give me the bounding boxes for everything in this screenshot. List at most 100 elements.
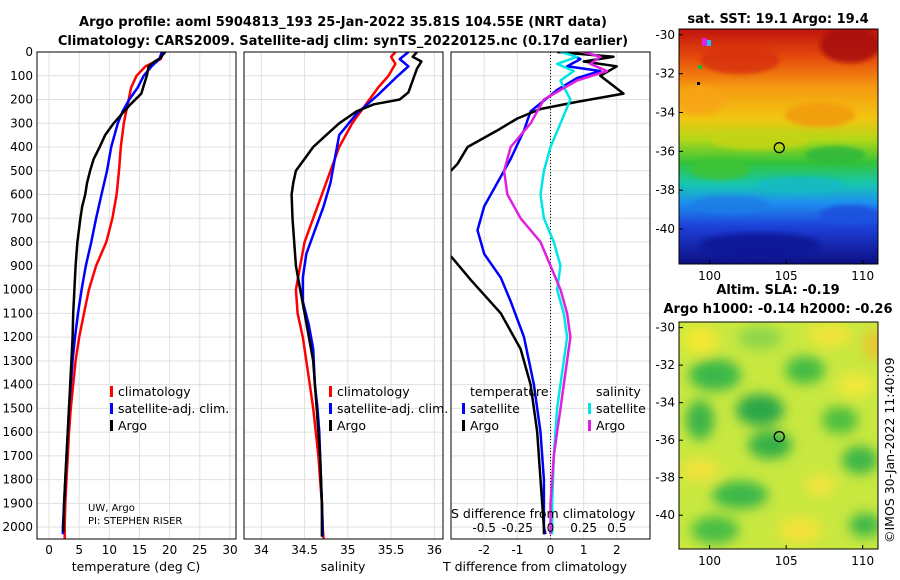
legend-temperature-title: temperature [470, 384, 549, 399]
sla-blobs [680, 323, 878, 544]
salinity-frame [243, 51, 444, 540]
s-difference-tick-labels: -0.5 -0.25 0 0.25 0.5 [472, 521, 626, 535]
temperature-grid [37, 51, 236, 539]
map-lat-tick: -34 [655, 106, 675, 120]
legend-temp-argo: Argo [470, 418, 499, 433]
legend-satellite: satellite-adj. clim. [337, 401, 448, 416]
x-tick-label: 20 [162, 543, 177, 557]
x-tick-label: 35 [340, 543, 355, 557]
s-diff-tick-label: -0.5 [472, 521, 495, 535]
figure-title-line2: Climatology: CARS2009. Satellite-adj cli… [58, 34, 628, 49]
legend-argo: Argo [337, 418, 366, 433]
map-lat-tick: -40 [655, 508, 675, 522]
temperature-series-group [61, 52, 167, 539]
sst-map-tick-labels: 100 105 110 -30 -32 -34 -36 -38 -40 [655, 28, 874, 283]
x-tick-label: 5 [75, 543, 83, 557]
temperature-frame [36, 51, 237, 540]
s-diff-tick-label: -0.25 [502, 521, 533, 535]
x-tick-label: 15 [132, 543, 147, 557]
sst-spot-black [697, 82, 700, 85]
x-tick-label: 25 [192, 543, 207, 557]
map-lon-tick: 105 [775, 554, 798, 568]
salinity-tick-labels: 34 34.5 35 35.5 36 [254, 543, 442, 557]
credit-line1: UW, Argo [88, 503, 135, 514]
sla-map-panel: Altim. SLA: -0.19 Argo h1000: -0.14 h200… [655, 283, 892, 568]
series-temperature-satellite [476, 52, 602, 535]
sst-spot-green [698, 65, 702, 69]
map-lon-tick: 110 [851, 269, 874, 283]
series-climatology [63, 52, 165, 539]
legend-temp-satellite: satellite [470, 401, 520, 416]
x-tick-label: 36 [427, 543, 442, 557]
sst-spot-magenta [702, 38, 707, 46]
difference-legend: temperature satellite Argo salinity sate… [462, 384, 646, 433]
legend-swatch-sal-argo [588, 420, 591, 431]
legend-swatch-temp-argo [462, 420, 465, 431]
x-tick-label: -1 [511, 543, 523, 557]
x-tick-label: 34 [254, 543, 269, 557]
salinity-grid [244, 51, 443, 539]
sst-field [679, 29, 878, 264]
sst-spot-cyan [707, 40, 711, 46]
salinity-panel: 34 34.5 35 35.5 36 salinity climatology sate… [243, 51, 448, 574]
depth-tick-label: 1900 [2, 496, 33, 510]
depth-tick-label: 0 [25, 45, 33, 59]
sla-argo-marker [773, 430, 785, 443]
x-tick-label: -2 [478, 543, 490, 557]
series-argo [290, 52, 423, 537]
depth-tick-label: 700 [10, 211, 33, 225]
depth-tick-label: 1200 [2, 330, 33, 344]
x-tick-label: 0 [547, 543, 555, 557]
map-lon-tick: 110 [851, 554, 874, 568]
legend-swatch-satellite [329, 403, 332, 414]
x-tick-label: 2 [613, 543, 621, 557]
depth-tick-label: 1700 [2, 449, 33, 463]
legend-swatch-sal-satellite [588, 403, 591, 414]
series-temperature-argo [451, 52, 625, 172]
legend-climatology: climatology [337, 384, 410, 399]
legend-climatology: climatology [118, 384, 191, 399]
depth-tick-label: 1300 [2, 354, 33, 368]
map-lat-tick: -36 [655, 433, 675, 447]
difference-series-group [451, 52, 625, 535]
depth-tick-label: 1100 [2, 306, 33, 320]
depth-tick-label: 1800 [2, 473, 33, 487]
s-difference-axis-label: S difference from climatology [451, 506, 636, 521]
map-lat-tick: -34 [655, 396, 675, 410]
depth-tick-label: 200 [10, 93, 33, 107]
imos-watermark: ©IMOS 30-Jan-2022 11:40:09 [882, 357, 897, 543]
t-difference-axis-label: T difference from climatology [442, 559, 628, 574]
series-argo [62, 52, 167, 532]
depth-tick-label: 1400 [2, 378, 33, 392]
legend-swatch-climatology [329, 386, 332, 397]
temperature-panel: 0100200300400500600700800900100011001200… [2, 45, 237, 574]
map-lat-tick: -32 [655, 358, 675, 372]
salinity-legend: climatology satellite-adj. clim. Argo [329, 384, 448, 433]
depth-tick-label: 2000 [2, 520, 33, 534]
legend-swatch-argo [329, 420, 332, 431]
temperature-axis-label: temperature (deg C) [72, 559, 201, 574]
depth-tick-label: 1500 [2, 401, 33, 415]
map-lat-tick: -30 [655, 28, 675, 42]
temperature-legend: climatology satellite-adj. clim. Argo [110, 384, 229, 433]
sla-map-tick-labels: 100 105 110 -30 -32 -34 -36 -38 -40 [655, 321, 874, 568]
x-tick-label: 0 [45, 543, 53, 557]
x-tick-label: 35.5 [378, 543, 405, 557]
depth-tick-label: 300 [10, 116, 33, 130]
sla-map-title-line2: Argo h1000: -0.14 h2000: -0.26 [663, 302, 892, 317]
s-diff-tick-label: 0.25 [570, 521, 597, 535]
difference-frame [450, 51, 651, 540]
series-salinity-satellite [539, 52, 579, 535]
depth-tick-label: 400 [10, 140, 33, 154]
t-difference-tick-labels: -2 -1 0 1 2 [478, 543, 620, 557]
x-tick-label: 10 [102, 543, 117, 557]
map-lat-tick: -38 [655, 183, 675, 197]
sst-map-panel: sat. SST: 19.1 Argo: 19.4 10 [655, 12, 879, 283]
map-lon-tick: 105 [775, 269, 798, 283]
sla-map-title-line1: Altim. SLA: -0.19 [716, 283, 839, 298]
x-tick-label: 1 [580, 543, 588, 557]
legend-swatch-argo [110, 420, 113, 431]
series-temperature-argo-deep [451, 255, 546, 535]
depth-tick-label: 800 [10, 235, 33, 249]
